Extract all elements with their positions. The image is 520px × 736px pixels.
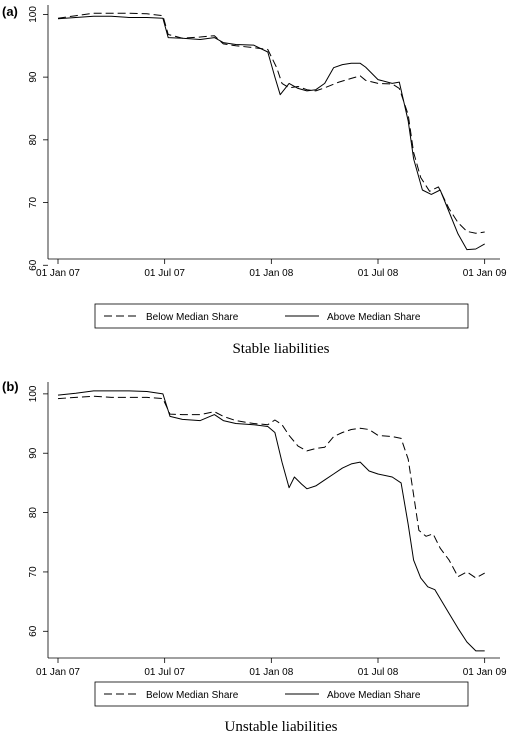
- y-tick-label: 100: [28, 6, 39, 23]
- y-tick-label: 60: [28, 259, 39, 271]
- y-tick-label: 100: [28, 385, 39, 402]
- y-tick-label: 70: [28, 566, 39, 578]
- x-tick-label: 01 Jul 08: [358, 268, 399, 279]
- x-tick-label: 01 Jul 07: [144, 667, 185, 678]
- series-below-median-share: [57, 395, 485, 579]
- y-tick-label: 60: [28, 625, 39, 637]
- x-tick-label: 01 Jan 08: [249, 268, 293, 279]
- legend: [94, 303, 469, 329]
- x-tick-label: 01 Jul 07: [144, 268, 185, 279]
- y-tick-label: 80: [28, 134, 39, 146]
- legend-entry-above-median-share: Above Median Share: [327, 690, 421, 701]
- x-tick-label: 01 Jan 09: [463, 667, 507, 678]
- caption-stable-liabilities: Stable liabilities: [232, 341, 329, 357]
- legend-entry-above-median-share: Above Median Share: [327, 312, 421, 323]
- x-tick-label: 01 Jan 08: [249, 667, 293, 678]
- y-tick-label: 90: [28, 447, 39, 459]
- x-tick-label: 01 Jan 07: [36, 268, 80, 279]
- panel-label-a: (a): [2, 4, 18, 19]
- y-tick-label: 70: [28, 197, 39, 209]
- y-tick-label: 80: [28, 507, 39, 519]
- legend: [94, 681, 469, 707]
- caption-unstable-liabilities: Unstable liabilities: [225, 719, 338, 735]
- y-tick-label: 90: [28, 71, 39, 83]
- panel-stable-liabilities: (a) 60 70 80 90 100 01 Jan 07 01 Jul 07 01 Jan…: [2, 4, 507, 357]
- panel-label-b: (b): [2, 379, 19, 394]
- legend-entry-below-median-share: Below Median Share: [146, 312, 239, 323]
- series-below-median-share: [57, 12, 485, 234]
- panel-unstable-liabilities: (b) 60 70 80 90 100 01 Jan 07 01 Jul 07 01 Jan…: [2, 379, 507, 735]
- legend-entry-below-median-share: Below Median Share: [146, 690, 239, 701]
- x-tick-label: 01 Jul 08: [358, 667, 399, 678]
- x-tick-label: 01 Jan 09: [463, 268, 507, 279]
- series-above-median-share: [57, 390, 485, 652]
- series-above-median-share: [57, 15, 485, 251]
- x-tick-label: 01 Jan 07: [36, 667, 80, 678]
